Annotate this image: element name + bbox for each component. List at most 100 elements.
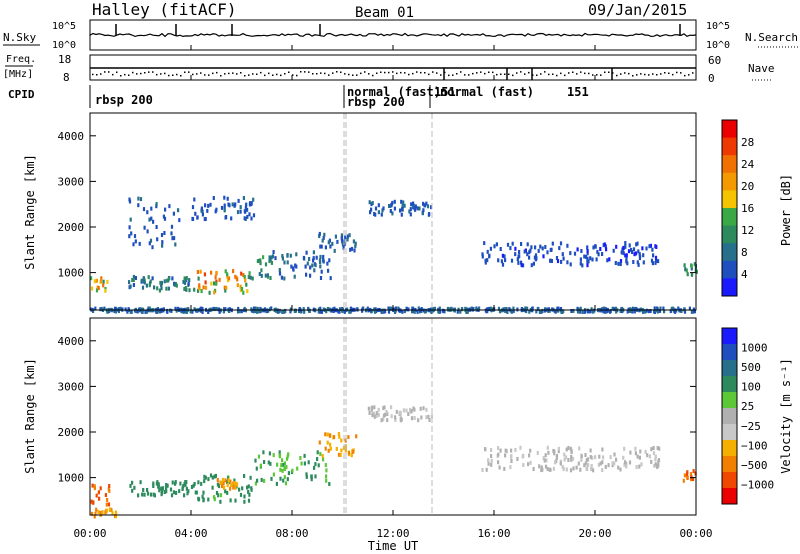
data-cell (162, 214, 165, 219)
data-cell (529, 460, 532, 465)
data-cell (300, 461, 303, 466)
data-cell (465, 309, 468, 314)
data-cell (586, 251, 589, 256)
data-cell (413, 407, 416, 412)
data-cell (590, 467, 593, 471)
data-cell (354, 241, 357, 246)
nave-dot (424, 72, 426, 74)
cpid-row: CPID rbsp 200 normal (fast) rbsp 200 151… (8, 85, 589, 109)
data-cell (594, 455, 597, 460)
data-cell (245, 202, 248, 207)
colorbar-block (722, 456, 737, 473)
data-cell (570, 309, 573, 313)
data-cell (221, 477, 224, 482)
data-cell (152, 481, 155, 486)
data-cell (197, 276, 200, 281)
data-cell (508, 307, 511, 312)
data-cell (326, 261, 329, 266)
data-cell (382, 406, 385, 411)
data-cell (449, 307, 452, 311)
data-cell (183, 280, 187, 285)
data-cell (634, 251, 638, 256)
data-cell (325, 309, 328, 314)
data-cell (278, 308, 281, 313)
data-cell (526, 242, 529, 247)
nave-dot (596, 74, 598, 76)
data-cell (236, 482, 239, 487)
data-cell (374, 212, 377, 217)
data-cell (690, 309, 693, 314)
data-cell (213, 307, 216, 312)
data-cell (309, 265, 312, 270)
data-cell (348, 233, 351, 238)
data-cell (126, 309, 129, 314)
data-cell (372, 411, 375, 416)
data-cell (246, 289, 249, 294)
nave-dot (632, 75, 634, 77)
data-cell (546, 467, 549, 471)
colorbar-tick-label: 16 (741, 202, 754, 215)
nave-dot (136, 73, 138, 75)
data-cell (485, 467, 488, 472)
data-cell (490, 448, 493, 452)
data-cell (341, 309, 344, 314)
nave-dot (580, 71, 582, 73)
data-cell (136, 309, 139, 314)
data-cell (215, 279, 218, 284)
data-cell (223, 203, 226, 208)
data-cell (338, 307, 342, 312)
data-cell (401, 204, 404, 208)
data-cell (562, 256, 565, 261)
data-cell (583, 309, 586, 314)
data-cell (139, 480, 142, 485)
data-cell (624, 241, 627, 245)
data-cell (586, 309, 589, 314)
data-cell (343, 309, 346, 314)
data-cell (592, 245, 595, 250)
data-cell (141, 492, 144, 497)
data-cell (248, 492, 251, 497)
nave-dot (164, 72, 166, 75)
data-cell (384, 412, 387, 417)
data-cell (254, 481, 257, 486)
nave-dot (616, 74, 618, 77)
data-cell (213, 495, 216, 500)
data-cell (319, 264, 322, 269)
data-cell (173, 236, 176, 241)
data-cell (319, 309, 322, 314)
data-cell (393, 310, 397, 314)
nave-dot (636, 74, 638, 76)
data-cell (185, 486, 188, 491)
data-cell (625, 253, 628, 258)
data-cell (177, 208, 180, 213)
nave-dot (416, 71, 418, 73)
nave-dot (556, 74, 558, 77)
data-cell (145, 309, 148, 314)
data-cell (239, 209, 242, 214)
nave-dot (404, 72, 406, 74)
data-cell (129, 483, 132, 488)
data-cell (510, 258, 514, 263)
data-cell (224, 307, 227, 312)
data-cell (349, 309, 352, 314)
data-cell (248, 271, 251, 276)
data-cell (579, 261, 582, 266)
data-cell (692, 469, 695, 474)
data-cell (690, 264, 693, 268)
data-cell (150, 206, 153, 211)
data-cell (237, 306, 240, 311)
velocity-colorbar-blocks (722, 328, 737, 505)
data-cell (557, 306, 560, 311)
data-cell (536, 450, 539, 455)
data-cell (510, 459, 513, 463)
data-cell (424, 309, 427, 314)
data-cell (400, 212, 403, 217)
data-cell (157, 484, 160, 489)
data-cell (157, 482, 160, 487)
data-cell (601, 460, 604, 465)
nsky-trace (89, 24, 697, 38)
data-cell (564, 455, 568, 460)
data-cell (280, 275, 283, 280)
nave-dot (296, 74, 298, 77)
data-cell (686, 272, 689, 277)
